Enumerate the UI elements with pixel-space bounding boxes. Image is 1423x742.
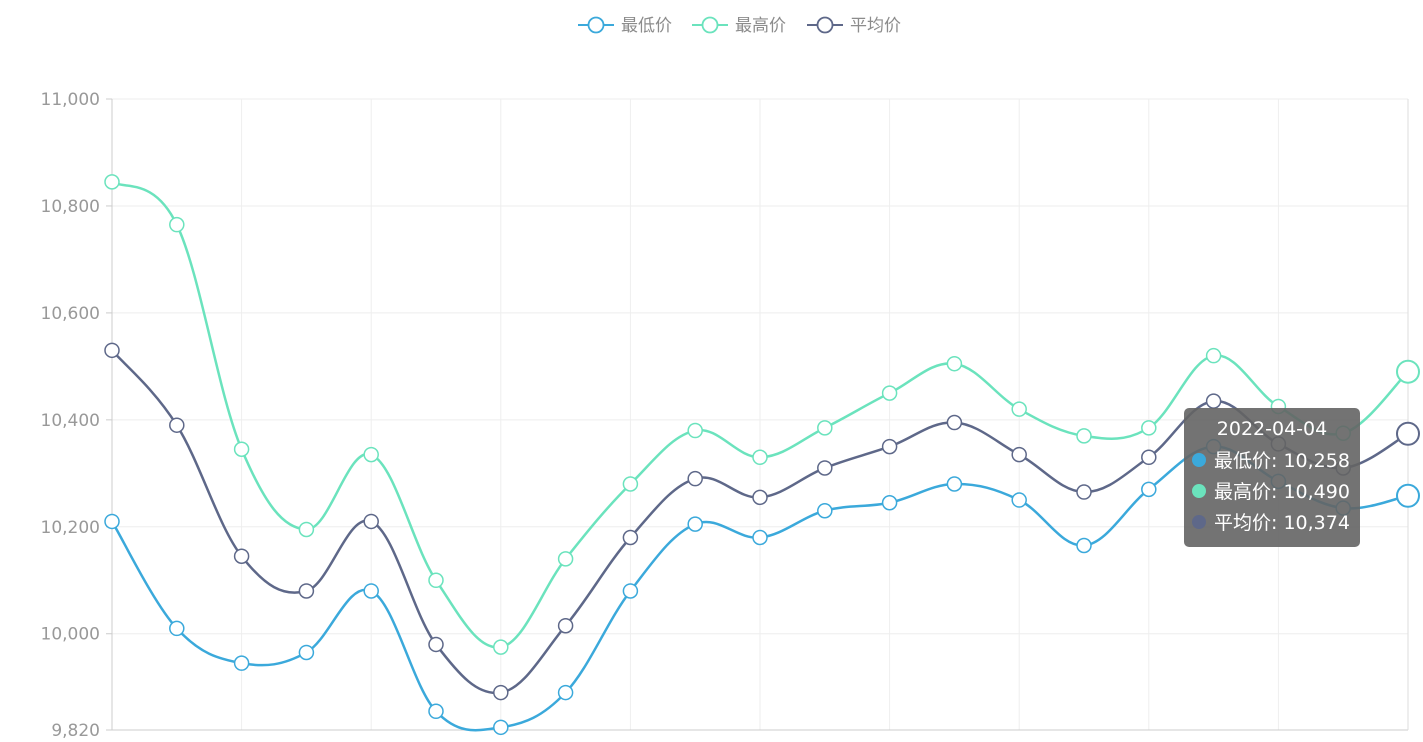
data-point-avg[interactable] [1076,484,1092,500]
tooltip-row-low: 最低价: 10,258 [1192,444,1352,475]
series-line-low [110,445,1409,732]
y-tick-label: 9,820 [51,721,100,741]
data-point-low[interactable] [169,620,185,637]
data-point-low[interactable] [622,583,639,599]
data-point-high[interactable] [428,572,444,589]
legend-marker-avg[interactable] [816,16,834,34]
data-point-avg[interactable] [428,636,444,653]
data-point-high[interactable] [1011,401,1027,417]
data-point-high[interactable] [233,441,250,458]
data-point-high[interactable] [1141,420,1157,436]
data-point-low[interactable] [428,703,444,720]
y-tick-label: 10,600 [41,304,100,324]
data-point-low[interactable] [363,583,379,599]
series [104,174,1420,736]
data-point-low[interactable] [687,516,703,532]
data-point-high[interactable] [817,420,833,436]
data-point-high[interactable] [493,639,509,655]
legend: 最低价 最高价 平均价 [578,16,901,36]
data-point-low[interactable] [1076,537,1092,554]
data-point-avg[interactable] [493,684,509,701]
data-point-avg[interactable] [1396,421,1420,446]
data-point-avg[interactable] [298,583,315,599]
data-point-low[interactable] [233,655,250,671]
tooltip-dot-low [1192,452,1206,467]
tooltip-row-avg: 平均价: 10,374 [1192,506,1352,537]
legend-marker-low[interactable] [587,16,605,34]
tooltip-dot-avg [1192,514,1206,529]
data-point-avg[interactable] [946,414,963,431]
tooltip-row-high: 最高价: 10,490 [1192,475,1352,506]
data-point-avg[interactable] [233,548,250,564]
data-point-low[interactable] [104,513,120,530]
data-point-low[interactable] [1396,483,1420,508]
data-point-avg[interactable] [1141,449,1157,466]
data-point-avg[interactable] [752,489,768,506]
tooltip-label-low: 最低价: 10,258 [1214,450,1350,472]
data-point-low[interactable] [557,684,574,701]
tooltip: 2022-04-04 最低价: 10,258 最高价: 10,490 平均价: … [1184,408,1360,547]
data-point-high[interactable] [169,216,185,233]
data-point-low[interactable] [946,476,963,492]
data-point-high[interactable] [946,355,963,372]
data-point-high[interactable] [881,385,898,401]
axes: 9,820 10,000 10,200 10,400 10,600 10,800 11,00… [41,90,1409,741]
data-point-avg[interactable] [363,513,379,530]
data-point-avg[interactable] [169,417,185,433]
data-point-high[interactable] [1396,359,1420,384]
data-point-high[interactable] [1076,428,1092,444]
data-point-avg[interactable] [881,438,898,455]
data-point-avg[interactable] [1011,446,1027,463]
data-point-high[interactable] [363,446,379,463]
data-point-high[interactable] [1205,347,1222,364]
data-point-high[interactable] [104,174,120,190]
legend-label-avg[interactable]: 平均价 [850,16,901,36]
y-tick-label: 10,200 [41,518,100,538]
data-point-low[interactable] [1141,481,1157,498]
y-tick-label: 10,000 [41,625,100,645]
data-point-high[interactable] [622,476,639,492]
data-point-avg[interactable] [1205,393,1222,409]
data-point-avg[interactable] [557,617,574,634]
legend-label-high[interactable]: 最高价 [735,16,786,36]
data-point-low[interactable] [881,494,898,511]
data-point-avg[interactable] [687,470,703,487]
data-point-avg[interactable] [817,460,833,476]
data-point-low[interactable] [817,503,833,519]
data-point-low[interactable] [1011,492,1027,508]
y-tick-label: 11,000 [41,90,100,110]
data-point-high[interactable] [752,449,768,466]
tooltip-label-high: 最高价: 10,490 [1214,481,1350,503]
legend-marker-high[interactable] [701,16,719,34]
data-point-low[interactable] [493,719,509,736]
data-point-avg[interactable] [622,529,639,546]
y-tick-label: 10,400 [41,411,100,431]
data-point-high[interactable] [557,551,574,567]
tooltip-label-avg: 平均价: 10,374 [1214,512,1350,534]
tooltip-dot-high [1192,483,1206,498]
data-point-low[interactable] [298,644,315,661]
data-point-low[interactable] [752,529,768,546]
legend-label-low[interactable]: 最低价 [621,16,672,36]
data-point-high[interactable] [298,521,315,538]
y-tick-label: 10,800 [41,197,100,217]
data-point-avg[interactable] [104,342,120,359]
tooltip-date: 2022-04-04 [1216,418,1328,440]
data-point-high[interactable] [687,422,703,439]
